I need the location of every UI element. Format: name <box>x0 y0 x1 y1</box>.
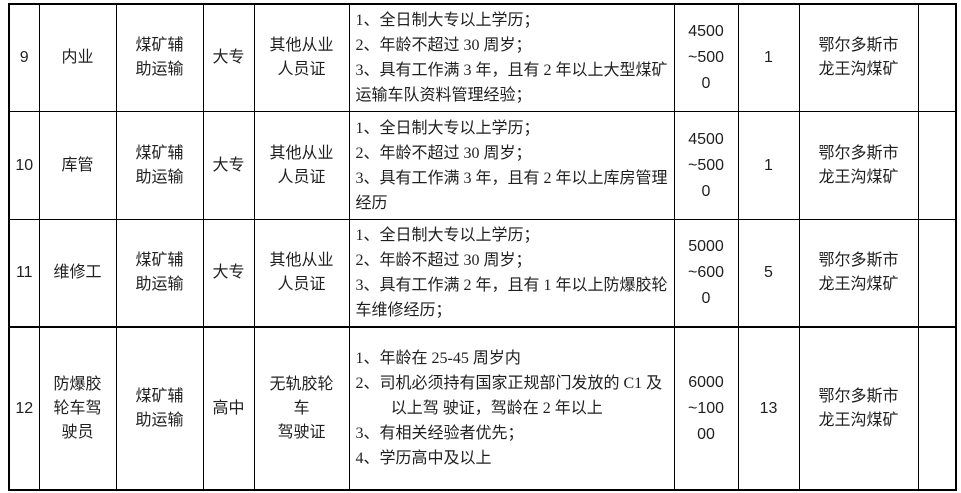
certificate-label: 无轨胶轮车 驾驶证 <box>269 375 334 441</box>
location-label: 鄂尔多斯市龙王沟煤矿 <box>818 144 899 186</box>
table-row: 11 维修工 煤矿辅助运输 大专 其他从业人员证 1、全日制大专以上学历； 2、年… <box>8 219 957 328</box>
salary-value: 4500~5000 <box>687 130 725 200</box>
cell-department: 煤矿辅助运输 <box>115 3 204 112</box>
cell-row-number: 10 <box>8 111 40 220</box>
cell-row-number: 12 <box>8 326 40 491</box>
requirements-list: 1、全日制大专以上学历； 2、年龄不超过 30 周岁； 3、具有工作满 2 年，且有… <box>356 223 670 323</box>
requirement-item: 2、年龄不超过 30 周岁； <box>355 252 532 269</box>
cell-education: 大专 <box>202 219 255 328</box>
requirement-item: 2、司机必须持有国家正规部门发放的 C1 及以上驾 驶证，驾龄在 2 年以上 <box>355 375 663 417</box>
requirement-item: 2、年龄不超过 30 周岁； <box>355 144 532 162</box>
cell-row-number: 11 <box>8 219 40 328</box>
cell-location: 鄂尔多斯市龙王沟煤矿 <box>798 3 919 112</box>
cell-position: 维修工 <box>38 219 117 328</box>
position-label: 内业 <box>61 49 94 66</box>
cell-remark <box>917 111 957 220</box>
cell-education: 大专 <box>202 111 255 220</box>
cell-headcount: 13 <box>737 326 800 491</box>
position-label: 防爆胶轮车驾驶员 <box>53 375 102 441</box>
cell-remark <box>917 3 957 112</box>
requirement-item: 3、具有工作满 2 年，且有 1 年以上防爆胶轮车维修经历； <box>355 277 668 319</box>
department-label: 煤矿辅助运输 <box>135 252 184 293</box>
certificate-label: 其他从业人员证 <box>269 37 334 78</box>
cell-education: 高中 <box>202 326 255 491</box>
requirement-item: 1、年龄在 25-45 周岁内 <box>355 350 521 367</box>
cell-requirements: 1、全日制大专以上学历； 2、年龄不超过 30 周岁； 3、具有工作满 3 年，且有… <box>348 3 675 112</box>
cell-certificate: 其他从业人员证 <box>253 3 350 112</box>
cell-position: 防爆胶轮车驾驶员 <box>38 326 117 491</box>
cell-salary: 6000~10000 <box>673 326 739 491</box>
requirement-item: 1、全日制大专以上学历； <box>355 12 540 29</box>
recruitment-table: 9 内业 煤矿辅助运输 大专 其他从业人员证 1、全日制大专以上学历； 2、年龄不… <box>8 3 957 491</box>
cell-certificate: 无轨胶轮车 驾驶证 <box>253 326 350 491</box>
requirement-item: 1、全日制大专以上学历； <box>355 119 540 137</box>
requirement-item: 4、学历高中及以上 <box>355 450 492 467</box>
cell-education: 大专 <box>202 3 255 112</box>
cell-location: 鄂尔多斯市龙王沟煤矿 <box>798 326 919 491</box>
cell-headcount: 1 <box>737 111 800 220</box>
requirements-list: 1、全日制大专以上学历； 2、年龄不超过 30 周岁； 3、具有工作满 3 年，且有… <box>356 116 670 216</box>
cell-location: 鄂尔多斯市龙王沟煤矿 <box>798 219 919 328</box>
requirements-list: 1、全日制大专以上学历； 2、年龄不超过 30 周岁； 3、具有工作满 3 年，且有… <box>356 8 670 108</box>
requirement-item: 1、全日制大专以上学历； <box>355 227 540 244</box>
requirement-item: 2、年龄不超过 30 周岁； <box>355 37 532 54</box>
cell-position: 库管 <box>38 111 117 220</box>
certificate-label: 其他从业人员证 <box>269 252 334 293</box>
location-label: 鄂尔多斯市龙王沟煤矿 <box>818 387 899 429</box>
table-row: 9 内业 煤矿辅助运输 大专 其他从业人员证 1、全日制大专以上学历； 2、年龄不… <box>8 3 957 112</box>
cell-headcount: 5 <box>737 219 800 328</box>
requirement-item: 3、具有工作满 3 年，且有 2 年以上库房管理经历 <box>355 169 668 212</box>
cell-headcount: 1 <box>737 3 800 112</box>
department-label: 煤矿辅助运输 <box>135 37 184 78</box>
cell-location: 鄂尔多斯市龙王沟煤矿 <box>798 111 919 220</box>
requirement-item: 3、有相关经验者优先； <box>355 425 524 442</box>
requirement-item: 3、具有工作满 3 年，且有 2 年以上大型煤矿运输车队资料管理经验； <box>355 62 668 104</box>
cell-row-number: 9 <box>8 3 40 112</box>
salary-value: 6000~10000 <box>687 373 725 443</box>
salary-value: 5000~6000 <box>687 238 725 307</box>
department-label: 煤矿辅助运输 <box>135 387 184 429</box>
cell-remark <box>917 326 957 491</box>
cell-salary: 5000~6000 <box>673 219 739 328</box>
cell-certificate: 其他从业人员证 <box>253 219 350 328</box>
table-row: 10 库管 煤矿辅助运输 大专 其他从业人员证 1、全日制大专以上学历； 2、年龄… <box>8 111 957 220</box>
location-label: 鄂尔多斯市龙王沟煤矿 <box>818 252 899 293</box>
cell-salary: 4500~5000 <box>673 3 739 112</box>
cell-department: 煤矿辅助运输 <box>115 219 204 328</box>
requirements-list: 1、年龄在 25-45 周岁内 2、司机必须持有国家正规部门发放的 C1 及以上驾… <box>356 346 670 471</box>
cell-department: 煤矿辅助运输 <box>115 326 204 491</box>
cell-requirements: 1、全日制大专以上学历； 2、年龄不超过 30 周岁； 3、具有工作满 2 年，且有… <box>348 219 675 328</box>
location-label: 鄂尔多斯市龙王沟煤矿 <box>818 37 899 78</box>
cell-position: 内业 <box>38 3 117 112</box>
position-label: 维修工 <box>53 264 102 281</box>
cell-requirements: 1、全日制大专以上学历； 2、年龄不超过 30 周岁； 3、具有工作满 3 年，且有… <box>348 111 675 220</box>
cell-certificate: 其他从业人员证 <box>253 111 350 220</box>
cell-department: 煤矿辅助运输 <box>115 111 204 220</box>
salary-value: 4500~5000 <box>687 23 725 92</box>
cell-salary: 4500~5000 <box>673 111 739 220</box>
cell-remark <box>917 219 957 328</box>
cell-requirements: 1、年龄在 25-45 周岁内 2、司机必须持有国家正规部门发放的 C1 及以上驾… <box>348 326 675 491</box>
certificate-label: 其他从业人员证 <box>269 144 334 186</box>
table-body: 9 内业 煤矿辅助运输 大专 其他从业人员证 1、全日制大专以上学历； 2、年龄不… <box>8 3 957 491</box>
department-label: 煤矿辅助运输 <box>135 144 184 186</box>
position-label: 库管 <box>61 156 94 174</box>
table-row: 12 防爆胶轮车驾驶员 煤矿辅助运输 高中 无轨胶轮车 驾驶证 1、年龄在 25… <box>8 326 957 491</box>
